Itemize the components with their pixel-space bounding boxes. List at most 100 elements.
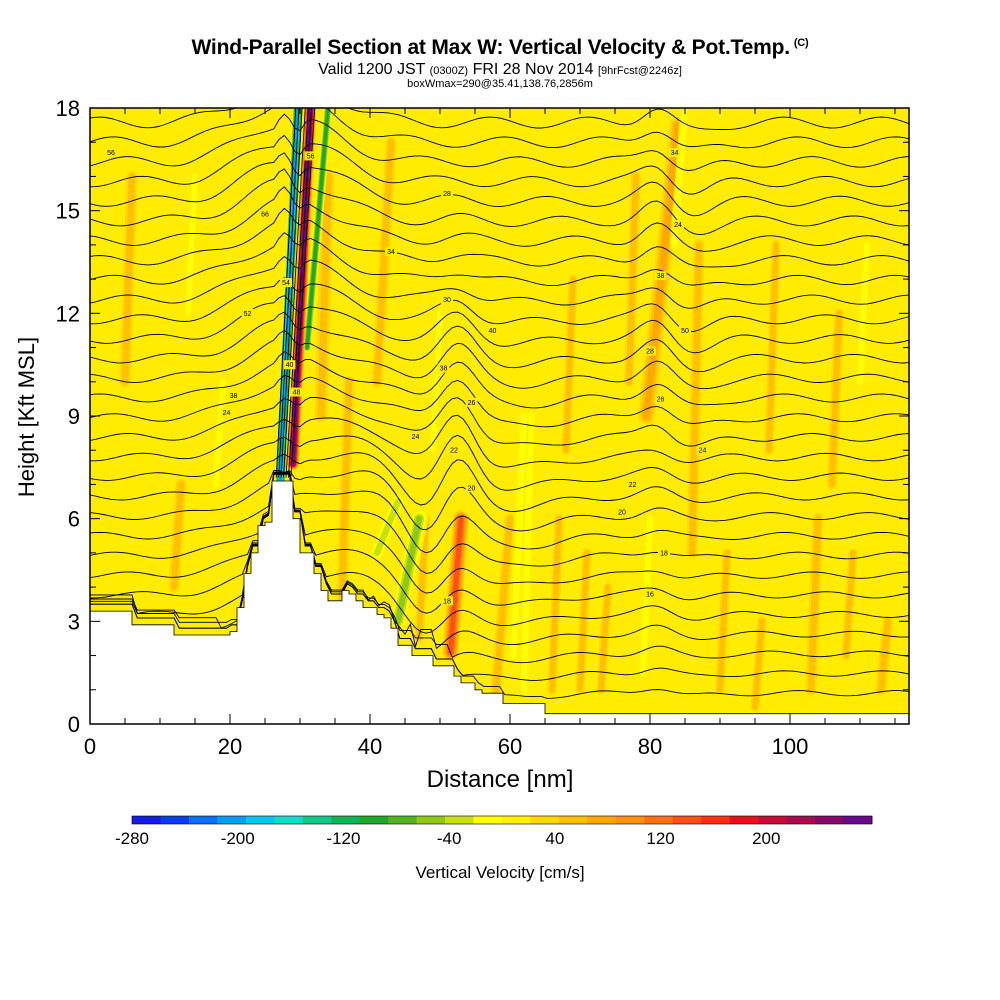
x-tick-label: 0	[84, 734, 96, 759]
colorbar-swatch	[502, 816, 531, 824]
y-tick-label: 3	[68, 609, 80, 634]
contour-label-bg	[437, 363, 450, 373]
contour-label-bg	[668, 147, 681, 157]
isentrope-line	[90, 473, 909, 614]
valid-utc: (0300Z)	[429, 65, 469, 77]
box-info: boxWmax=290@35.41,138.76,2856m	[407, 78, 593, 90]
contour-label: 24	[699, 448, 707, 455]
w-streak	[626, 173, 639, 385]
terrain	[90, 480, 909, 724]
colorbar-swatch	[217, 816, 247, 824]
colorbar-swatch	[302, 816, 332, 824]
contour-label: 28	[443, 191, 451, 198]
contour-label: 54	[282, 280, 290, 287]
contour-label-bg	[227, 390, 240, 400]
axis-ticks: 0 20 40 60 80 100 0 3 6 9 12 15 18	[56, 96, 909, 759]
contour-label-bg	[290, 387, 303, 397]
colorbar-swatch	[132, 816, 161, 824]
colorbar-swatch	[388, 816, 418, 824]
isentrope-line	[90, 374, 909, 428]
isentrope-line	[90, 134, 909, 195]
w-streak	[416, 515, 429, 642]
colorbar-swatch	[558, 816, 588, 824]
y-tick-label: 9	[68, 404, 80, 429]
chart-title-text: Wind-Parallel Section at Max W: Vertical…	[191, 36, 791, 59]
contour-label-bg	[644, 346, 656, 356]
contour-label-bg	[105, 147, 117, 157]
isentrope-line	[283, 108, 306, 478]
colorbar-swatch	[359, 816, 389, 824]
contour-label: 26	[468, 400, 476, 407]
w-streak	[843, 550, 856, 659]
colorbar-swatch	[815, 816, 844, 824]
w-streak	[807, 515, 822, 694]
x-tick-label: 20	[218, 734, 242, 759]
isentrope-line	[290, 108, 316, 478]
w-streak	[521, 413, 534, 693]
colorbar-swatch	[701, 816, 731, 824]
contour-label-bg	[696, 445, 709, 455]
contour-label-bg	[241, 308, 254, 318]
contour-label: 22	[450, 448, 458, 455]
isentrope-line	[90, 108, 909, 149]
isentrope-line	[90, 186, 909, 252]
contour-label-bg	[441, 596, 453, 606]
contour-label-bg	[679, 325, 691, 335]
contour-label: 34	[671, 150, 679, 157]
w-streak	[857, 242, 870, 385]
w-streak	[829, 310, 842, 488]
plot-area: 56 66 56 52 54 40 48 38 24 28 34 30 40 38 26 24 22 20 18 34…	[90, 108, 909, 724]
isentrope-line	[90, 473, 909, 634]
contour-label-bg	[409, 432, 422, 442]
isentrope-line	[90, 469, 909, 532]
contour-label-bg	[280, 278, 292, 288]
contour-label: 38	[657, 273, 665, 280]
isentrope-line	[90, 414, 909, 468]
copyright-mark: (C)	[793, 37, 809, 49]
y-axis-title: Height [Kft MSL]	[14, 336, 39, 498]
chart-title: Wind-Parallel Section at Max W: Vertical…	[0, 36, 1000, 60]
colorbar-tick-label: 120	[646, 829, 674, 848]
isentrope-line	[90, 168, 909, 236]
isentrope-line	[90, 397, 909, 447]
contour-label-bg	[644, 589, 656, 599]
colorbar-swatch	[274, 816, 304, 824]
w-streak	[752, 618, 765, 710]
colorbar-tick-label: -280	[115, 829, 149, 848]
colorbar-swatch	[245, 816, 275, 824]
contour-label-bg	[626, 479, 639, 489]
contour-label: 30	[443, 297, 451, 304]
y-tick-label: 18	[56, 96, 80, 121]
w-streak	[185, 173, 198, 316]
contour-label: 20	[618, 509, 626, 516]
contour-label: 22	[629, 482, 637, 489]
contour-label: 56	[307, 153, 315, 160]
contour-label: 24	[674, 222, 682, 229]
w-streak	[577, 550, 590, 693]
colorbar-swatch	[587, 816, 617, 824]
isentrope-line	[90, 277, 909, 332]
w-feature	[510, 413, 527, 659]
w-feature-lee-updraft	[448, 516, 464, 655]
w-feature-ridge-downdraft-upper	[305, 108, 330, 350]
isentrope-line	[90, 473, 909, 650]
colorbar-swatch	[786, 816, 816, 824]
contour-label-bg	[658, 548, 670, 558]
colorbar: -280 -200 -120 -40 40 120 200	[115, 815, 873, 848]
contour-label-bg	[672, 219, 684, 229]
contour-label: 20	[468, 485, 476, 492]
contour-label: 50	[681, 328, 689, 335]
contour-label-bg	[654, 394, 667, 404]
w-streak	[549, 515, 562, 693]
isentrope-line	[280, 108, 303, 478]
w-streak	[877, 618, 892, 694]
isentrope-line	[275, 108, 297, 478]
contour-label: 40	[489, 328, 497, 335]
forecast-info: [9hrFcst@2246z]	[597, 65, 682, 77]
isentrope-line	[90, 295, 909, 354]
contour-label-bg	[654, 271, 667, 281]
contour-label-bg	[385, 247, 397, 257]
contour-label-bg	[259, 209, 271, 219]
w-streak	[170, 481, 185, 591]
